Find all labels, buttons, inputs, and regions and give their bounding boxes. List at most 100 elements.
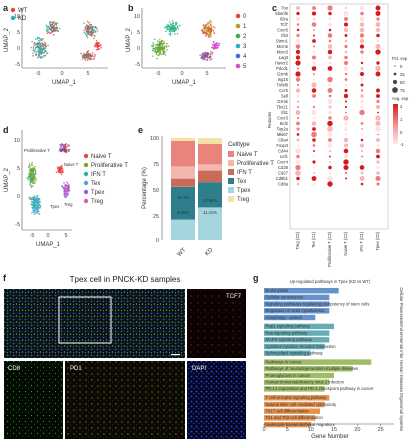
d-cluster-naive: Naive T — [64, 162, 79, 167]
dotplot-point — [376, 88, 380, 93]
pathway-bar — [264, 294, 330, 301]
dotplot-point — [343, 10, 349, 17]
umap-point — [41, 42, 44, 45]
gene-label: Gzmk — [277, 99, 289, 104]
umap-point — [40, 56, 43, 58]
g-xtick-label: 25 — [378, 427, 384, 433]
umap-point — [33, 210, 36, 212]
gene-label: Top2a — [277, 127, 289, 132]
dotplot-point — [344, 55, 348, 60]
dotplot-point — [344, 50, 348, 54]
pathway-label: T cell receptor signaling pathway — [266, 395, 328, 400]
umap-point — [210, 51, 212, 53]
umap-point — [159, 52, 162, 55]
panel-b-label: b — [128, 3, 134, 13]
umap-point — [98, 42, 101, 44]
umap-point — [92, 58, 95, 60]
umap-point — [95, 44, 98, 47]
dotplot-point — [375, 126, 381, 132]
umap-point — [93, 34, 95, 37]
e-legend-label: Naive T — [237, 152, 258, 158]
dotplot-point — [296, 127, 300, 131]
dotplot-point — [377, 84, 379, 86]
umap-point — [201, 55, 203, 57]
dotplot-point — [296, 154, 300, 159]
umap-point — [64, 186, 67, 188]
dotplot-point — [311, 121, 317, 126]
umap-point — [207, 34, 209, 36]
umap-point — [94, 55, 96, 57]
dotplot-point — [327, 98, 333, 105]
umap-point — [164, 54, 167, 56]
umap-point — [208, 21, 210, 24]
umap-point — [217, 44, 220, 47]
umap-point — [60, 149, 62, 152]
avg-tick-3: -1 — [400, 142, 404, 147]
dotplot-point — [344, 182, 348, 186]
umap-point — [93, 26, 96, 29]
umap-point — [35, 54, 38, 56]
dotplot-point — [360, 11, 364, 16]
dotplot-point — [359, 22, 365, 27]
dotplot-point — [327, 44, 333, 49]
umap-point — [32, 167, 35, 169]
dotplot-point — [313, 100, 315, 103]
umap-point — [44, 47, 47, 49]
panel-b: b -5 0 5 10 5 0 -5 UMAP_1 UMAP_2 0 1 2 3 4 5 — [126, 3, 247, 86]
dotplot-point — [328, 94, 332, 98]
umap-point — [90, 25, 92, 28]
umap-point — [44, 43, 47, 45]
umap-point — [90, 34, 93, 37]
umap-point — [34, 51, 36, 53]
umap-point — [165, 45, 168, 47]
umap-point — [96, 27, 98, 30]
dotplot-frame — [289, 3, 389, 230]
dotplot-point — [296, 116, 300, 120]
d-legend-label: IFN T — [91, 172, 106, 178]
dotplot-point — [295, 88, 301, 93]
umap-point — [97, 46, 99, 48]
umap-point — [207, 35, 210, 38]
dotplot-point — [360, 67, 364, 70]
d-cluster-tpex: Tpex — [50, 204, 60, 209]
umap-point — [39, 204, 42, 207]
dotplot-point — [295, 148, 301, 154]
pathway-group-label: Environmental Infor — [399, 322, 404, 359]
umap-point — [34, 48, 37, 51]
umap-point — [28, 168, 31, 170]
umap-point — [167, 45, 170, 47]
gene-label: Tnfsf8 — [276, 83, 288, 88]
umap-point — [55, 28, 57, 30]
umap-point — [36, 37, 39, 39]
dotplot-points — [295, 5, 381, 187]
umap-point — [86, 33, 88, 35]
dotplot-point — [296, 94, 300, 98]
stacked-segment — [198, 182, 222, 208]
umap-point — [176, 22, 178, 24]
dotplot-point — [296, 39, 300, 43]
umap-point — [67, 185, 70, 187]
umap-point — [203, 24, 205, 26]
dotplot-point — [296, 17, 300, 21]
umap-point — [168, 33, 171, 35]
dotplot-point — [296, 23, 300, 26]
dotplot-point — [343, 148, 349, 154]
pct-legend-dot — [392, 87, 398, 93]
umap-point — [29, 175, 31, 177]
g-xtick-label: 20 — [354, 427, 360, 433]
umap-point — [64, 144, 67, 147]
umap-point — [54, 22, 56, 25]
dotplot-point — [360, 83, 364, 87]
umap-point — [67, 182, 69, 185]
panel-c: c ToxSlamf6Il2raTcf7Cxcr6Ifit3Stmn1Mcm5M… — [267, 3, 409, 267]
dotplot-point — [375, 65, 381, 72]
umap-point — [66, 188, 69, 190]
a-ylabel: UMAP_2 — [4, 27, 10, 52]
umap-point — [100, 44, 102, 46]
d-legend-label: Naive T — [91, 154, 112, 160]
umap-point — [46, 27, 48, 29]
dotplot-point — [327, 175, 333, 182]
pathway-group-label: Organismal Systems — [399, 393, 404, 432]
gene-label: Tbx21 — [276, 105, 288, 110]
